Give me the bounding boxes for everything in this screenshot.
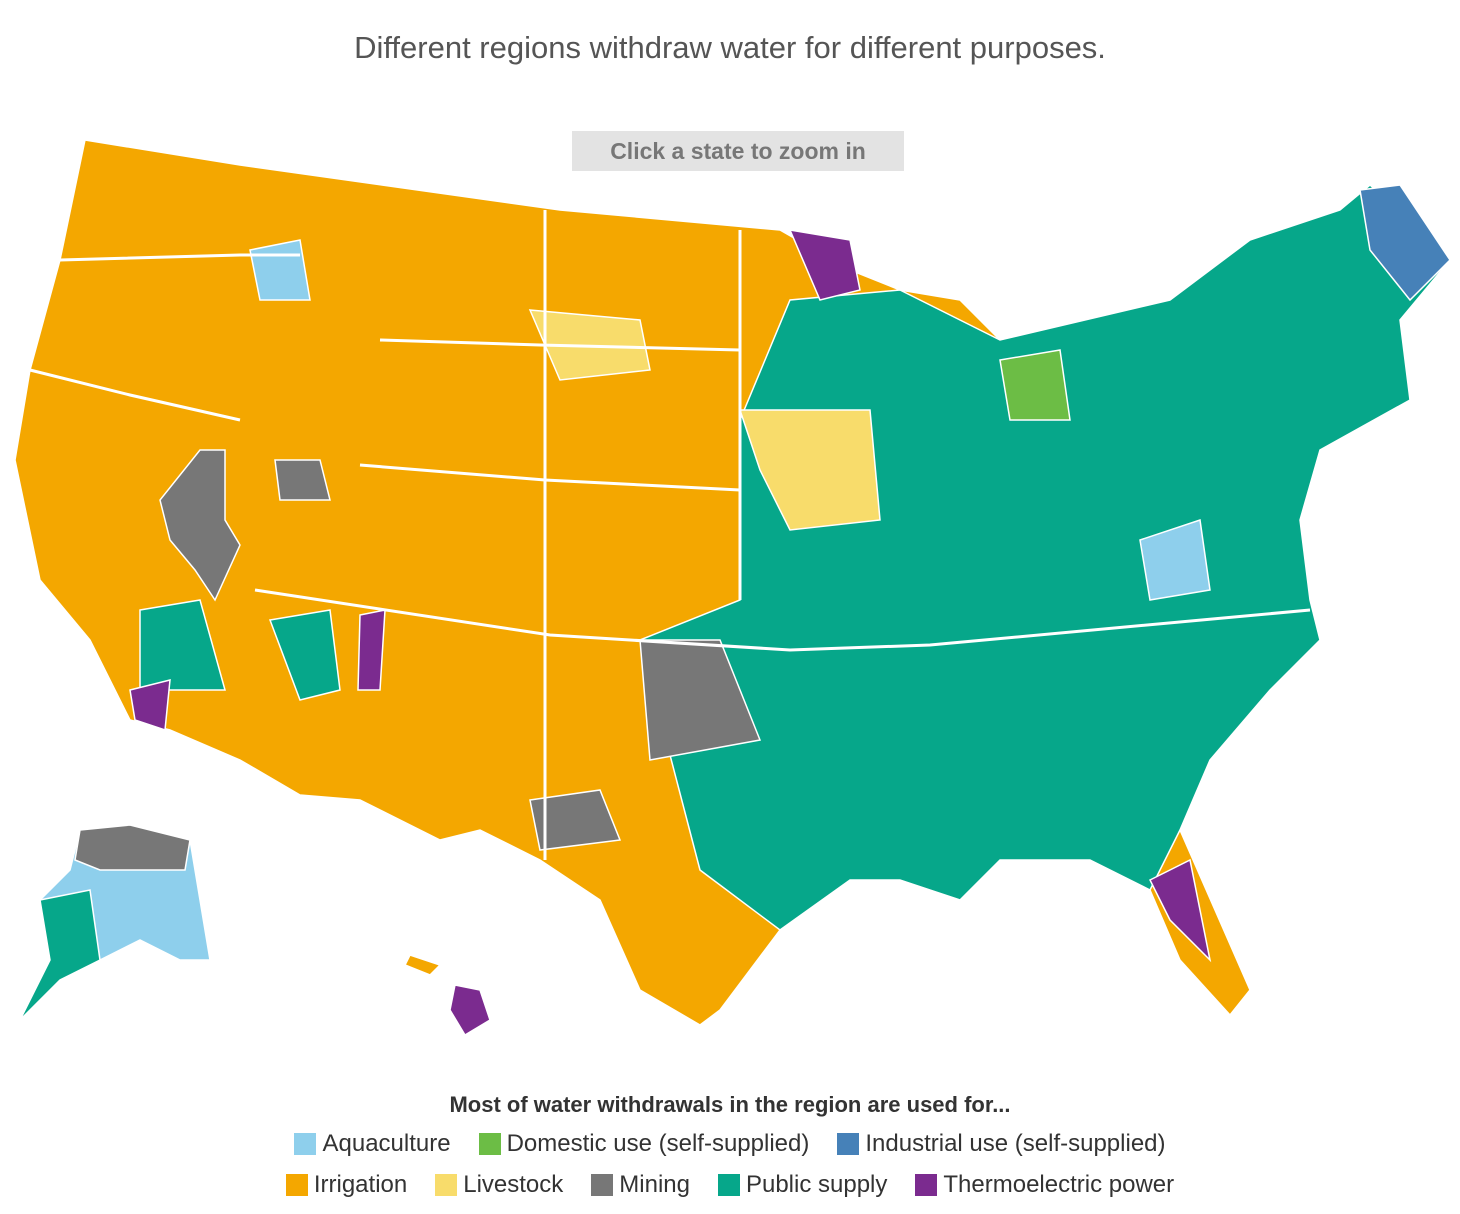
legend-item: Mining bbox=[591, 1171, 690, 1199]
region-public-supply[interactable] bbox=[139, 599, 226, 691]
region-alaska[interactable] bbox=[19, 889, 101, 1021]
map[interactable] bbox=[0, 0, 1460, 1080]
legend-label: Thermoelectric power bbox=[943, 1171, 1175, 1198]
region-alaska[interactable] bbox=[74, 824, 191, 871]
region-public-supply[interactable] bbox=[639, 183, 1452, 931]
region-thermoelectric[interactable] bbox=[1148, 858, 1212, 963]
legend-row: Aquaculture Domestic use (self-supplied) I… bbox=[0, 1130, 1460, 1158]
legend-item: Livestock bbox=[435, 1171, 563, 1199]
legend-item: Thermoelectric power bbox=[915, 1171, 1174, 1199]
legend-item: Domestic use (self-supplied) bbox=[478, 1130, 810, 1158]
state-borders bbox=[29, 210, 1311, 860]
legend-label: Industrial use (self-supplied) bbox=[865, 1130, 1166, 1157]
region-thermoelectric[interactable] bbox=[357, 609, 386, 691]
region-industrial[interactable] bbox=[1359, 184, 1451, 302]
legend-label: Domestic use (self-supplied) bbox=[506, 1130, 810, 1157]
region-aquaculture[interactable] bbox=[249, 239, 311, 301]
legend-title: Most of water withdrawals in the region … bbox=[449, 1092, 1011, 1117]
region-livestock[interactable] bbox=[738, 409, 881, 531]
legend-label: Mining bbox=[619, 1171, 690, 1198]
legend-swatch bbox=[435, 1174, 458, 1196]
legend-label: Aquaculture bbox=[322, 1130, 451, 1157]
legend-item: Aquaculture bbox=[294, 1130, 451, 1158]
region-public-supply[interactable] bbox=[268, 609, 341, 701]
region-mining[interactable] bbox=[529, 789, 622, 851]
legend-swatch bbox=[915, 1174, 938, 1196]
legend-label: Irrigation bbox=[313, 1171, 408, 1198]
region-aquaculture[interactable] bbox=[1139, 519, 1211, 601]
legend-swatch bbox=[478, 1133, 501, 1155]
region-mining[interactable] bbox=[639, 639, 762, 761]
legend-item: Public supply bbox=[717, 1171, 888, 1199]
region-thermoelectric[interactable] bbox=[788, 229, 861, 301]
legend-item: Industrial use (self-supplied) bbox=[837, 1130, 1166, 1158]
legend-swatch bbox=[591, 1174, 614, 1196]
region-mining[interactable] bbox=[159, 449, 241, 602]
legend-item: Irrigation bbox=[285, 1171, 408, 1199]
legend-swatch bbox=[285, 1174, 308, 1196]
region-thermoelectric[interactable] bbox=[129, 679, 171, 732]
legend-row: Irrigation Livestock Mining Public supply Th… bbox=[0, 1171, 1460, 1199]
legend-swatch bbox=[294, 1133, 317, 1155]
legend-swatch bbox=[717, 1174, 740, 1196]
zoom-button[interactable]: Click a state to zoom in bbox=[572, 131, 904, 171]
region-hawaii[interactable] bbox=[403, 954, 442, 976]
region-domestic[interactable] bbox=[999, 349, 1071, 421]
legend-label: Livestock bbox=[463, 1171, 564, 1198]
legend-label: Public supply bbox=[745, 1171, 888, 1198]
region-hawaii[interactable] bbox=[449, 984, 491, 1037]
region-mining[interactable] bbox=[274, 459, 331, 501]
legend-swatch bbox=[837, 1133, 860, 1155]
title: Different regions withdraw water for dif… bbox=[354, 30, 1106, 65]
